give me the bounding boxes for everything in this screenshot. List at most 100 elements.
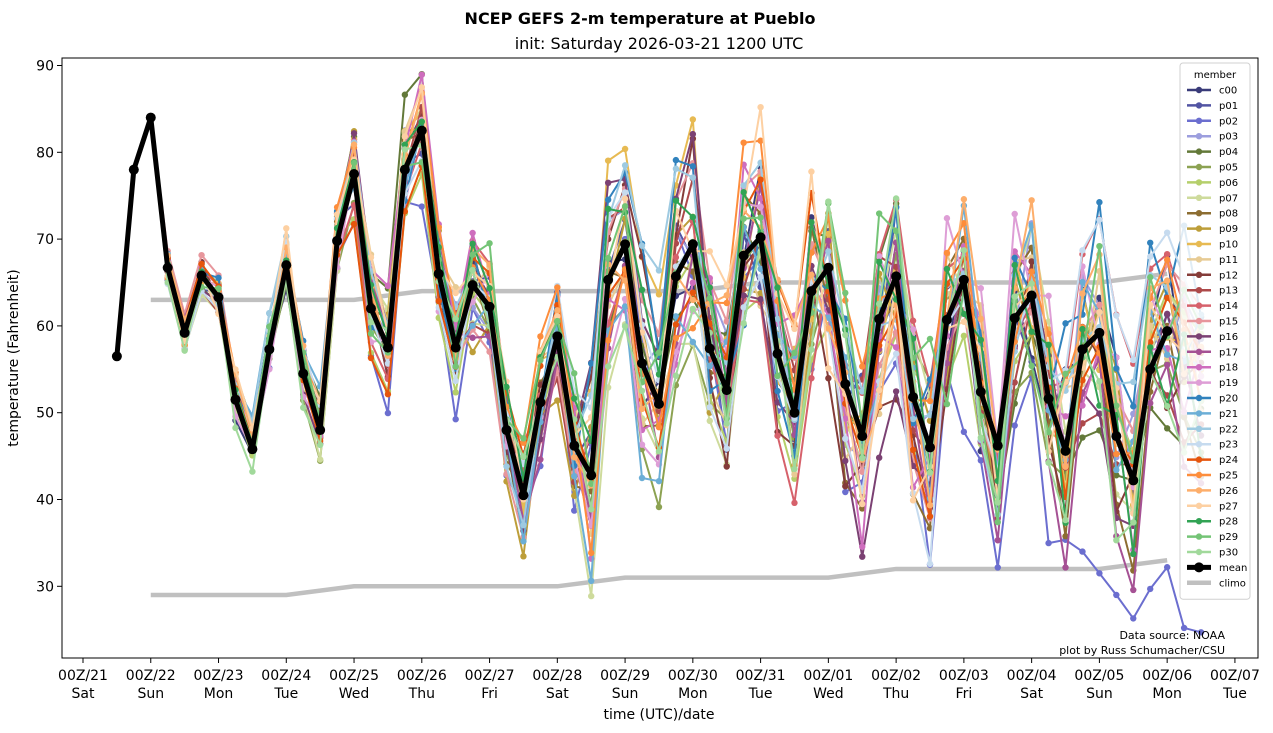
member-point-p02 [1130, 615, 1137, 622]
member-point-p21 [672, 313, 680, 320]
member-point-p15 [859, 468, 866, 475]
member-point-p24 [367, 354, 375, 362]
x-tick-label: 00Z/06 [1142, 668, 1192, 684]
legend-entry-p07: p07 [1187, 193, 1238, 204]
mean-point [145, 112, 156, 123]
legend-swatch-marker [1195, 179, 1203, 186]
member-point-p13 [1079, 420, 1086, 427]
mean-point [721, 385, 732, 396]
legend-entry-p21: p21 [1187, 409, 1238, 420]
member-point-p24 [198, 260, 205, 268]
member-point-p29 [452, 363, 459, 370]
legend-swatch-marker [1195, 441, 1203, 448]
member-point-p23 [1113, 312, 1120, 319]
mean-point [535, 397, 546, 408]
member-point-p19 [638, 441, 646, 448]
mean-point [382, 342, 393, 353]
member-point-p02 [842, 488, 849, 496]
member-point-p18 [757, 195, 764, 202]
mean-point [264, 344, 275, 355]
member-point-p16 [689, 130, 697, 138]
mean-point [704, 343, 715, 354]
member-point-p24 [1163, 294, 1171, 301]
member-point-p23 [384, 360, 392, 367]
legend-swatch-marker [1195, 533, 1203, 540]
chart-subtitle: init: Saturday 2026-03-21 1200 UTC [514, 34, 804, 53]
member-point-p16 [859, 553, 866, 560]
member-point-p28 [486, 285, 493, 292]
legend-entry-p02: p02 [1187, 116, 1238, 127]
mean-point [518, 490, 529, 501]
legend-label: p23 [1219, 440, 1238, 451]
member-point-p28 [469, 240, 476, 248]
member-point-p29 [621, 203, 629, 210]
member-point-p29 [266, 323, 273, 330]
member-point-p19 [757, 203, 764, 210]
legend-entry-p09: p09 [1187, 224, 1238, 235]
member-point-p22 [909, 415, 917, 423]
legend-label: p05 [1219, 163, 1238, 174]
member-point-p29 [1045, 429, 1052, 436]
legend-label: p03 [1219, 132, 1238, 143]
member-point-p21 [621, 303, 629, 310]
legend-label: p11 [1219, 255, 1238, 266]
x-tick-weekday: Sat [72, 686, 95, 702]
legend-label: p04 [1219, 147, 1238, 158]
member-point-p21 [588, 577, 595, 585]
member-point-p28 [706, 284, 713, 291]
member-point-p30 [825, 198, 832, 205]
member-point-p23 [740, 304, 747, 311]
mean-point [467, 280, 478, 291]
mean-point [162, 262, 173, 273]
data-source-annotation: Data source: NOAA [1119, 629, 1225, 642]
member-point-p23 [621, 189, 629, 196]
member-point-p17 [1163, 361, 1171, 369]
x-tick-weekday: Sun [137, 686, 164, 702]
member-point-p22 [621, 162, 629, 169]
mean-point [399, 164, 410, 175]
mean-point [501, 425, 512, 436]
member-point-p26 [621, 277, 629, 284]
legend-swatch-marker [1195, 148, 1203, 155]
legend-label: mean [1219, 563, 1247, 574]
y-tick-label: 40 [36, 493, 54, 509]
mean-point [874, 313, 885, 324]
member-point-p21 [1079, 278, 1086, 286]
member-point-p21 [655, 477, 663, 485]
member-point-p23 [892, 350, 900, 357]
member-point-p30 [316, 441, 324, 449]
member-point-p02 [1163, 564, 1171, 571]
member-point-p29 [1113, 402, 1120, 409]
climo-low-line [150, 558, 1168, 598]
legend-entry-p19: p19 [1187, 378, 1238, 389]
member-point-p26 [926, 502, 934, 509]
legend-label: p08 [1219, 209, 1238, 220]
member-point-p28 [638, 286, 646, 294]
member-point-p23 [706, 404, 713, 411]
mean-point [484, 301, 495, 312]
mean-point [416, 125, 427, 136]
member-point-p23 [1096, 216, 1103, 223]
member-point-p25 [672, 334, 680, 342]
member-point-p26 [723, 292, 730, 299]
member-point-p29 [774, 372, 781, 380]
member-point-p27 [960, 318, 968, 325]
member-point-p29 [740, 215, 747, 222]
member-point-p26 [977, 315, 985, 323]
member-point-p02 [977, 457, 985, 464]
mean-point [772, 348, 783, 359]
member-point-p14 [774, 432, 781, 439]
member-point-p13 [1011, 379, 1018, 386]
member-point-p28 [503, 383, 510, 391]
mean-point [925, 442, 935, 453]
mean-point [1077, 344, 1088, 355]
member-point-p21 [825, 314, 832, 321]
member-point-p30 [842, 331, 849, 339]
legend-label: p19 [1219, 378, 1238, 389]
member-point-p30 [791, 465, 798, 473]
member-point-p09 [554, 397, 561, 404]
member-point-p18 [1079, 402, 1086, 409]
x-tick-weekday: Thu [882, 686, 909, 702]
member-point-p29 [486, 240, 493, 247]
legend-swatch-marker [1195, 456, 1203, 463]
